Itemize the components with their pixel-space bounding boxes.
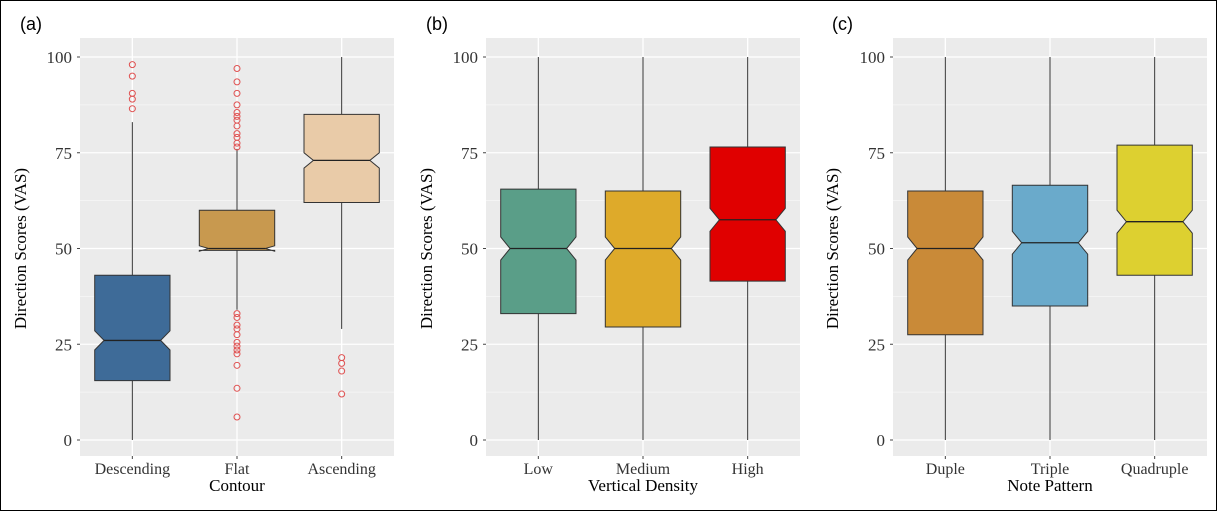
outlier-point: [233, 130, 241, 138]
x-tick-label: High: [732, 461, 764, 478]
box-body: [94, 274, 171, 382]
y-tick-label: 0: [470, 431, 479, 450]
outlier-point: [233, 310, 241, 318]
outlier-point: [233, 325, 241, 333]
outlier-point: [233, 89, 241, 97]
outlier-point: [233, 313, 241, 321]
box-body: [1116, 144, 1193, 276]
box-ascending: [303, 57, 380, 398]
box-body: [198, 209, 276, 252]
y-axis-label: Direction Scores (VAS): [823, 168, 842, 329]
outlier-point: [233, 78, 241, 86]
x-axis-label: Note Pattern: [1007, 476, 1093, 495]
y-tick-label: 0: [64, 431, 73, 450]
x-tick-label: Medium: [616, 461, 671, 478]
outlier-point: [128, 105, 136, 113]
y-tick-label: 100: [453, 48, 479, 67]
panel-label: (c): [832, 14, 853, 34]
box-body: [604, 190, 682, 328]
box-flat: [198, 64, 276, 421]
y-tick-label: 75: [55, 144, 72, 163]
panel-3: (c) 0 25 50 75 100 Direction Scores (VAS) Duple…: [823, 14, 1207, 495]
y-tick-label: 25: [55, 335, 72, 354]
panel-label: (a): [20, 14, 42, 34]
outlier-point: [233, 101, 241, 109]
outlier-point: [233, 413, 241, 421]
box-descending: [94, 61, 171, 440]
y-tick-label: 0: [877, 431, 886, 450]
panel-2: (b) 0 25 50 75 100 Direction Scores (VAS) Low Me…: [417, 14, 800, 495]
x-axis-label: Vertical Density: [588, 476, 698, 495]
box-quadruple: [1116, 57, 1193, 440]
y-tick-label: 75: [461, 144, 478, 163]
outlier-point: [233, 321, 241, 329]
x-tick-label: Triple: [1031, 461, 1070, 478]
y-axis-label: Direction Scores (VAS): [11, 168, 30, 329]
box-triple: [1011, 57, 1089, 440]
outlier-point: [233, 384, 241, 392]
panel-1: (a) 0 25 50 75 100 Direction Scores (VAS) Desce…: [11, 14, 394, 495]
x-tick-label: Duple: [926, 461, 965, 478]
x-tick-label: Quadruple: [1121, 461, 1189, 478]
outlier-point: [338, 367, 346, 375]
outlier-point: [128, 72, 136, 80]
outlier-point: [233, 361, 241, 369]
box-duple: [907, 57, 984, 440]
outlier-point: [128, 89, 136, 97]
box-body: [709, 146, 786, 282]
outlier-point: [338, 390, 346, 398]
box-body: [1011, 184, 1089, 307]
outlier-point: [233, 64, 241, 72]
outlier-point: [233, 112, 241, 120]
x-tick-label: Low: [524, 461, 554, 478]
y-axis-label: Direction Scores (VAS): [417, 168, 436, 329]
outlier-point: [233, 350, 241, 358]
x-axis-label: Contour: [209, 476, 265, 495]
box-low: [500, 57, 577, 440]
outlier-point: [233, 133, 241, 141]
outlier-point: [233, 116, 241, 124]
x-tick-label: Flat: [225, 461, 250, 478]
y-tick-label: 50: [55, 240, 72, 259]
y-tick-label: 50: [461, 240, 478, 259]
outlier-point: [233, 143, 241, 151]
y-tick-label: 25: [461, 335, 478, 354]
x-tick-label: Ascending: [307, 461, 375, 478]
box-body: [303, 113, 380, 203]
box-body: [500, 188, 577, 315]
box-medium: [604, 57, 682, 440]
y-tick-label: 50: [868, 240, 885, 259]
y-tick-label: 100: [860, 48, 886, 67]
box-body: [907, 190, 984, 336]
y-tick-label: 75: [868, 144, 885, 163]
box-high: [709, 57, 786, 440]
x-tick-label: Descending: [95, 461, 171, 478]
outlier-point: [128, 61, 136, 69]
y-tick-label: 100: [47, 48, 73, 67]
outlier-point: [233, 338, 241, 346]
outlier-point: [338, 354, 346, 362]
panel-label: (b): [426, 14, 448, 34]
outlier-point: [233, 346, 241, 354]
y-tick-label: 25: [868, 335, 885, 354]
outlier-point: [233, 342, 241, 350]
outlier-point: [233, 109, 241, 117]
